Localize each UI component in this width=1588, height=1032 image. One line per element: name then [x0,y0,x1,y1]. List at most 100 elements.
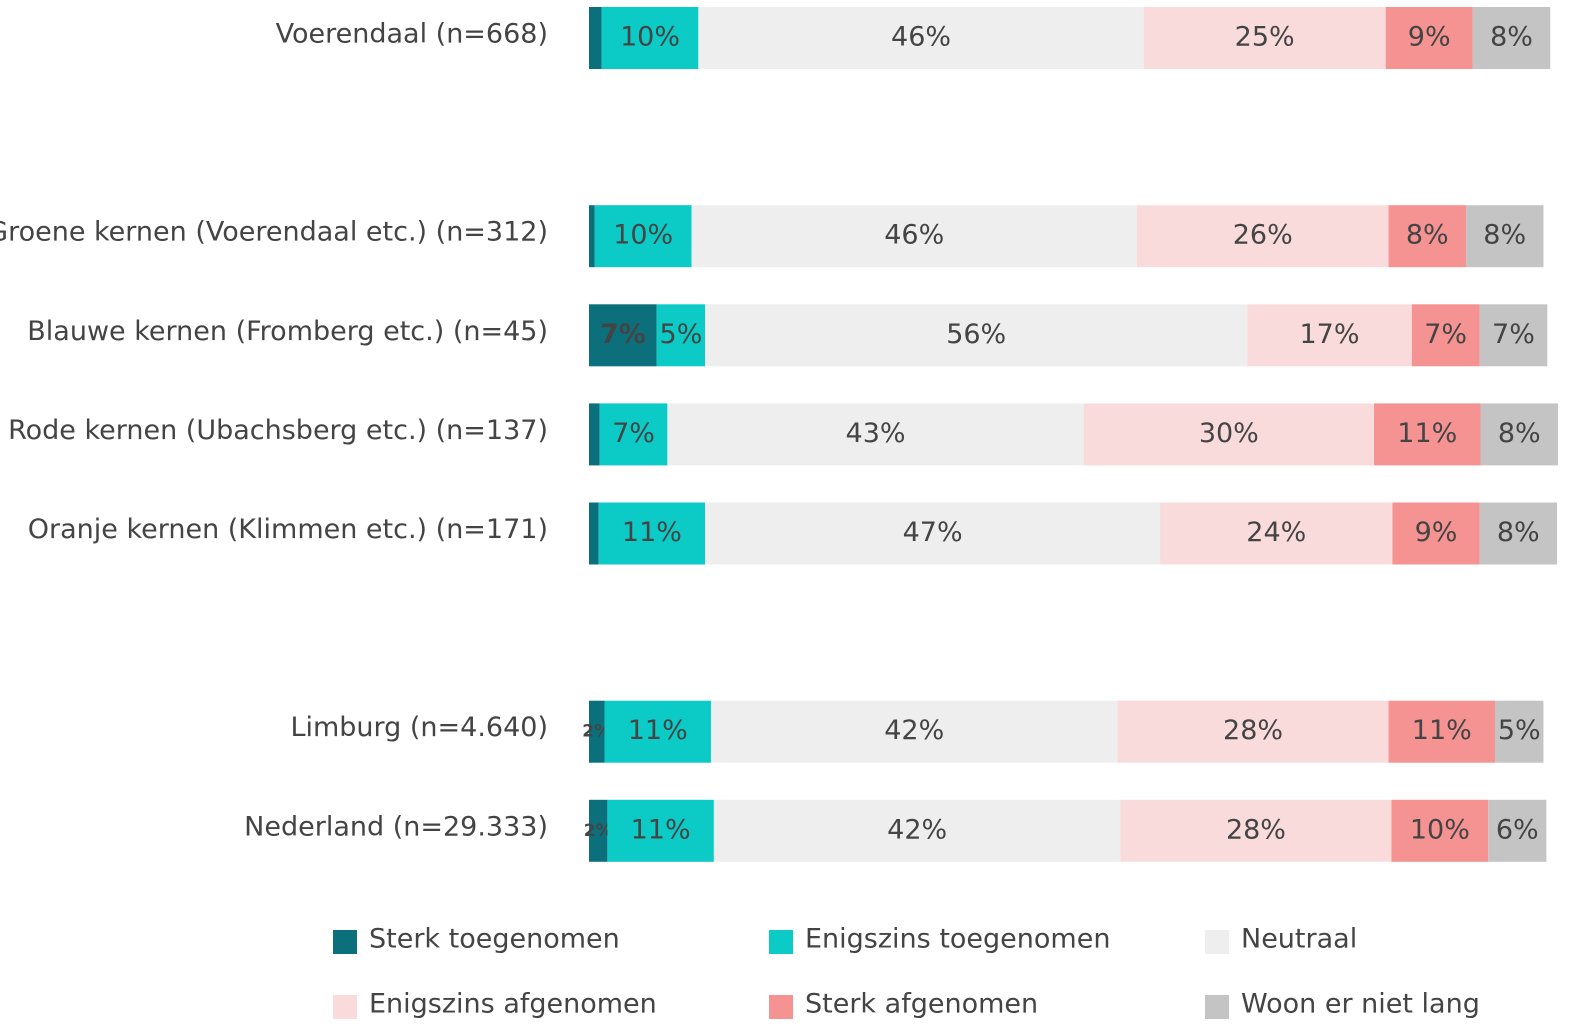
bar-segment [1143,7,1386,69]
value-label: 28% [1223,715,1283,746]
legend-label: Woon er niet lang [1241,989,1480,1020]
value-label: 8% [1406,220,1449,251]
bar-segment [1160,502,1393,565]
bar-segment [594,205,692,268]
value-label: 10% [1410,814,1470,845]
value-label: 7% [612,418,655,449]
value-label: 2% [584,821,613,841]
legend-swatch [769,995,793,1019]
bar-segment [1479,502,1557,565]
value-label: 11% [622,517,682,548]
bar-segment [698,7,1144,69]
value-label: 11% [1412,715,1472,746]
bar-segment [589,700,605,763]
value-label: 2% [582,722,611,742]
bar-segment [607,799,714,862]
value-label: 46% [884,220,944,251]
bar-segment [1083,403,1375,466]
legend-label: Sterk toegenomen [369,924,620,955]
legend-label: Neutraal [1241,924,1357,955]
bar-segment [667,403,1084,466]
bar-segment [589,205,595,268]
bar-segment [599,403,668,466]
value-label: 11% [628,715,688,746]
category-label: Groene kernen (Voerendaal etc.) (n=312) [0,217,548,248]
category-label: Oranje kernen (Klimmen etc.) (n=171) [28,514,548,545]
legend-swatch [333,930,357,954]
bar-segment [713,799,1121,862]
value-label: 28% [1226,814,1286,845]
bar-segment [601,7,699,69]
legend-swatch [1205,995,1229,1019]
bar-segment [598,502,706,565]
bar-segment [604,700,711,763]
legend-swatch [769,930,793,954]
bar-segment [589,304,657,367]
value-label: 47% [903,517,963,548]
legend-label: Enigszins toegenomen [805,924,1110,955]
value-label: 8% [1498,418,1541,449]
value-label: 24% [1246,517,1306,548]
value-label: 42% [884,715,944,746]
bar-segment [1495,700,1544,763]
category-label: Nederland (n=29.333) [244,811,548,842]
value-label: 56% [946,319,1006,350]
value-label: 5% [1498,715,1541,746]
bar-segment [691,205,1137,268]
bar-segment [1388,700,1496,763]
bar-segment [1391,799,1489,862]
value-label: 26% [1233,220,1293,251]
legend-swatch [1205,930,1229,954]
value-label: 10% [620,22,680,53]
bar-segment [1411,304,1480,367]
bar-segment [705,502,1161,565]
value-label: 7% [1424,319,1467,350]
bar-segment [1247,304,1412,367]
bar-segment [1374,403,1481,466]
value-label: 9% [1415,517,1458,548]
bar-segment [589,502,599,565]
bar-segment [589,403,600,466]
category-label: Voerendaal (n=668) [276,19,548,50]
bar-segment [589,799,608,862]
value-label: 11% [1397,418,1457,449]
bar-segment [1480,403,1558,466]
category-label: Blauwe kernen (Fromberg etc.) (n=45) [27,316,548,347]
bar-segment [656,304,706,367]
value-label: 5% [660,319,703,350]
legend-label: Sterk afgenomen [805,989,1038,1020]
bar-segment [1120,799,1392,862]
value-label: 7% [1492,319,1535,350]
value-label: 8% [1490,22,1533,53]
value-label: 30% [1199,418,1259,449]
value-label: 42% [887,814,947,845]
category-label: Rode kernen (Ubachsberg etc.) (n=137) [8,415,548,446]
bar-segment [1385,7,1473,69]
value-label: 25% [1235,22,1295,53]
value-label: 6% [1496,814,1539,845]
bar-segment [589,7,602,69]
bar-segment [1117,700,1389,763]
value-label: 8% [1483,220,1526,251]
value-label: 10% [613,220,673,251]
bar-segment [705,304,1248,367]
legend-swatch [333,995,357,1019]
bar-segment [1388,205,1467,268]
value-label: 7% [600,319,646,350]
value-label: 9% [1408,22,1451,53]
bar-segment [1488,799,1547,862]
bar-segment [1466,205,1544,268]
bar-segment [1392,502,1480,565]
value-label: 11% [631,814,691,845]
value-label: 8% [1497,517,1540,548]
value-label: 43% [846,418,906,449]
value-label: 17% [1300,319,1360,350]
bar-segment [1136,205,1389,268]
legend-label: Enigszins afgenomen [369,989,657,1020]
bar-segment [1479,304,1548,367]
bar-segment [1472,7,1551,69]
bar-segment [710,700,1118,763]
category-label: Limburg (n=4.640) [290,712,548,743]
value-label: 46% [891,22,951,53]
